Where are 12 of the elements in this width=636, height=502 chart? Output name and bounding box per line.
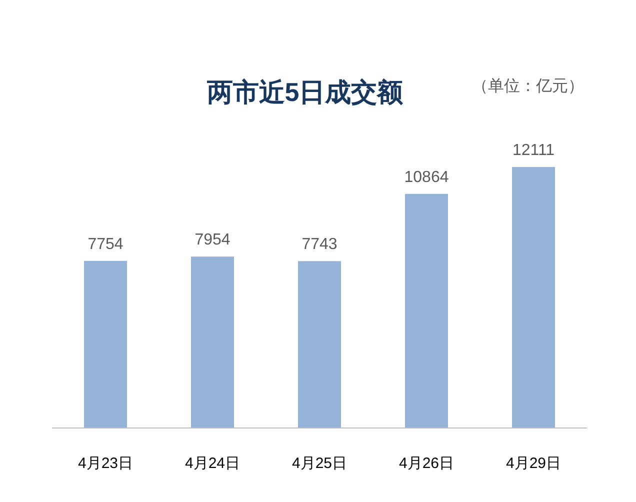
text: （单位：亿元）: [472, 77, 584, 95]
data-label: 7754: [88, 236, 124, 253]
data-label: 7954: [194, 232, 230, 249]
x-tick-label: 4月26日: [398, 455, 454, 472]
data-label: 10864: [404, 168, 449, 186]
data-label: 12111: [512, 142, 555, 159]
chart-title: 两市近5日成交额: [206, 77, 404, 107]
x-tick-label: 4月24日: [184, 455, 240, 472]
x-tick-label: 4月23日: [78, 455, 134, 472]
data-label: 7743: [302, 236, 338, 254]
x-tick-label: 4月29日: [506, 455, 562, 472]
x-tick-label: 4月25日: [292, 455, 348, 472]
